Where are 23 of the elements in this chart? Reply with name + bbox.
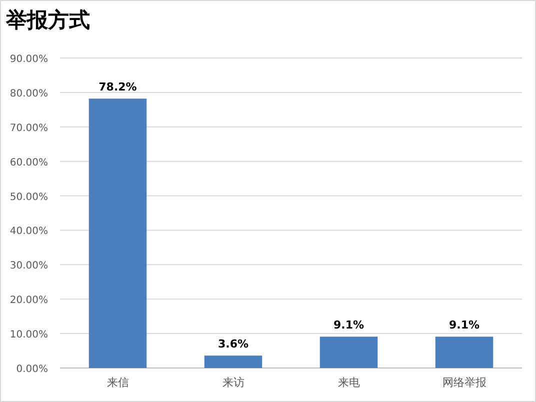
y-tick-label: 80.00% <box>10 88 48 100</box>
y-tick-label: 40.00% <box>10 226 48 238</box>
data-label: 3.6% <box>218 338 249 351</box>
x-tick-label: 来信 <box>106 376 129 389</box>
x-tick-label: 网络举报 <box>442 376 486 389</box>
y-tick-label: 50.00% <box>10 192 48 203</box>
y-tick-label: 60.00% <box>10 157 48 168</box>
data-label: 78.2% <box>98 80 137 94</box>
y-tick-label: 90.00% <box>10 54 48 65</box>
y-tick-label: 30.00% <box>10 260 48 272</box>
data-label: 9.1% <box>333 318 364 332</box>
y-tick-label: 70.00% <box>10 122 48 134</box>
bar <box>88 98 147 368</box>
y-tick-label: 20.00% <box>10 295 48 306</box>
x-tick-label: 来电 <box>338 376 360 389</box>
bar <box>204 356 262 368</box>
x-tick-label: 来访 <box>222 376 244 389</box>
bar <box>320 336 378 368</box>
bar <box>435 336 494 368</box>
chart-title: 举报方式 <box>5 8 90 32</box>
y-tick-label: 10.00% <box>10 330 48 341</box>
data-label: 9.1% <box>448 318 480 332</box>
y-tick-label: 0.00% <box>16 364 48 375</box>
